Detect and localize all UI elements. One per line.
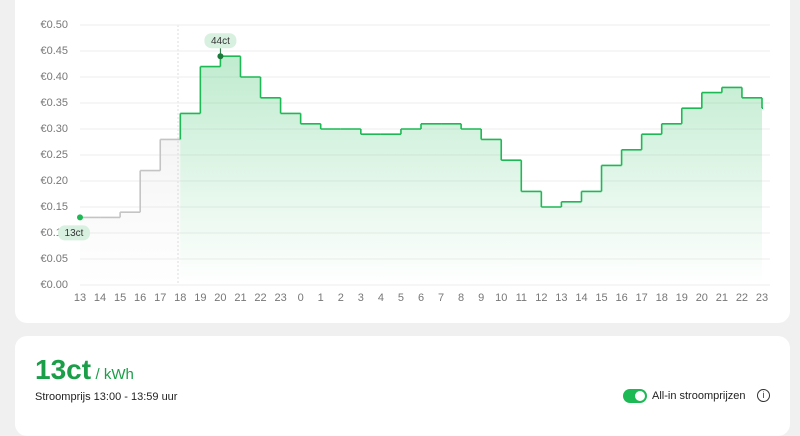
x-tick-label: 15 [595,292,607,304]
x-tick-label: 8 [458,292,464,304]
price: 13ct / kWh [35,354,134,386]
x-tick-label: 17 [154,292,166,304]
x-tick-label: 23 [274,292,286,304]
x-tick-label: 0 [298,292,304,304]
x-tick-label: 14 [94,292,106,304]
max-marker [217,53,224,60]
x-tick-label: 16 [134,292,146,304]
value-label: 13ct [65,228,84,239]
x-tick-label: 21 [716,292,728,304]
value-label: 44ct [211,36,230,47]
y-tick-label: €0.40 [40,71,68,83]
price-value: 13ct [35,354,92,385]
chart: €0.00€0.05€0.10€0.15€0.20€0.25€0.30€0.35… [40,19,770,304]
x-tick-label: 4 [378,292,384,304]
x-tick-label: 18 [174,292,186,304]
period: Stroomprijs 13:00 - 13:59 uur [35,391,178,403]
x-tick-label: 12 [535,292,547,304]
x-tick-label: 5 [398,292,404,304]
x-tick-label: 3 [358,292,364,304]
y-tick-label: €0.00 [40,279,68,291]
y-tick-label: €0.35 [40,97,68,109]
y-tick-label: €0.50 [40,19,68,31]
price-unit: / kWh [95,366,134,383]
x-tick-label: 23 [756,292,768,304]
x-tick-label: 10 [495,292,507,304]
x-tick-label: 20 [214,292,226,304]
x-tick-label: 17 [636,292,648,304]
x-tick-label: 22 [254,292,266,304]
summary-card: 13ct / kWh Stroomprijs 13:00 - 13:59 uur… [15,336,790,436]
x-tick-label: 19 [194,292,206,304]
x-tick-label: 9 [478,292,484,304]
x-tick-label: 13 [555,292,567,304]
y-tick-label: €0.15 [40,201,68,213]
x-tick-label: 1 [318,292,324,304]
x-tick-label: 22 [736,292,748,304]
y-tick-label: €0.25 [40,149,68,161]
x-tick-label: 19 [676,292,688,304]
y-tick-label: €0.20 [40,175,68,187]
x-tick-label: 18 [656,292,668,304]
x-tick-label: 6 [418,292,424,304]
y-tick-label: €0.45 [40,45,68,57]
x-tick-label: 7 [438,292,444,304]
x-tick-label: 2 [338,292,344,304]
x-tick-label: 14 [575,292,587,304]
y-tick-label: €0.30 [40,123,68,135]
y-tick-label: €0.05 [40,253,68,265]
current-marker [77,214,83,221]
x-tick-label: 11 [516,292,527,304]
x-tick-label: 16 [615,292,627,304]
x-tick-label: 21 [234,292,246,304]
label-bg [204,33,237,49]
toggle[interactable] [623,389,647,403]
label-bg [58,225,90,241]
x-tick-label: 13 [74,292,86,304]
x-tick-label: 15 [114,292,126,304]
area-fill [180,56,762,286]
x-tick-label: 20 [696,292,708,304]
info-icon[interactable]: i [757,389,770,402]
page: €0.00 €0.05 €0.10 €0.15 €0.20 €0.25 €0.30 €0.35… [15,0,790,436]
toggle-label: All-in stroomprijzen [652,390,746,402]
